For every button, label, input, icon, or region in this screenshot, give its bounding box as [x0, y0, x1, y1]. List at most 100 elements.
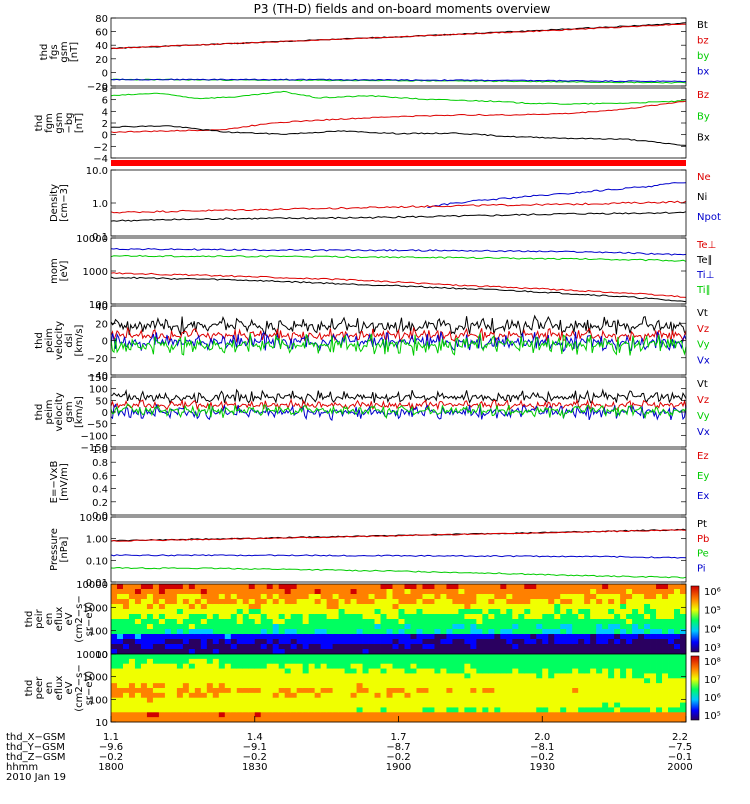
heatmap-cell — [254, 639, 262, 645]
y-tick-label: 10000 — [76, 650, 108, 661]
heatmap-cell — [326, 634, 334, 640]
heatmap-cell — [212, 707, 220, 713]
heatmap-cell — [308, 702, 316, 708]
heatmap-cell — [536, 639, 543, 645]
heatmap-cell — [338, 712, 345, 718]
heatmap-cell — [464, 584, 471, 590]
y-axis-label: −bg — [64, 112, 75, 133]
heatmap-cell — [212, 629, 220, 635]
heatmap-cell — [200, 712, 208, 718]
heatmap-cell — [482, 629, 489, 635]
heatmap-cell — [608, 594, 615, 600]
heatmap-cell — [500, 678, 507, 684]
x-tick-label: 1.7 — [391, 732, 407, 743]
heatmap-cell — [512, 663, 519, 669]
y-tick-label: 0 — [102, 131, 108, 142]
heatmap-cell — [326, 614, 334, 620]
heatmap-cell — [116, 609, 124, 615]
heatmap-cell — [422, 668, 429, 674]
heatmap-cell — [512, 609, 519, 615]
legend-entry: Vt — [697, 308, 708, 319]
heatmap-cell — [242, 649, 250, 655]
heatmap-cell — [476, 594, 483, 600]
heatmap-cell — [512, 629, 519, 635]
y-axis-label: peim — [44, 328, 55, 353]
heatmap-cell — [662, 584, 669, 590]
heatmap-cell — [434, 668, 441, 674]
heatmap-cell — [644, 673, 651, 679]
heatmap-cell — [404, 697, 411, 703]
heatmap-cell — [284, 609, 292, 615]
heatmap-cell — [320, 683, 328, 689]
heatmap-cell — [470, 619, 477, 625]
heatmap-cell — [111, 717, 118, 723]
heatmap-cell — [206, 644, 214, 650]
heatmap-cell — [524, 678, 531, 684]
heatmap-cell — [158, 663, 166, 669]
heatmap-cell — [626, 668, 633, 674]
heatmap-cell — [422, 629, 429, 635]
heatmap-cell — [398, 634, 405, 640]
heatmap-cell — [320, 629, 328, 635]
heatmap-cell — [314, 609, 322, 615]
heatmap-cell — [368, 683, 375, 689]
heatmap-cell — [614, 688, 621, 694]
series-Pb — [110, 529, 687, 542]
y-tick-label: 10000 — [76, 234, 108, 245]
heatmap-cell — [488, 614, 495, 620]
heatmap-cell — [374, 707, 381, 713]
heatmap-cell — [122, 688, 130, 694]
y-tick-label: 8 — [102, 84, 108, 95]
heatmap-cell — [452, 649, 459, 655]
heatmap-cell — [488, 604, 495, 610]
heatmap-cell — [398, 717, 405, 723]
heatmap-cell — [620, 707, 627, 713]
heatmap-cell — [458, 692, 465, 699]
heatmap-cell — [518, 663, 525, 669]
heatmap-cell — [554, 604, 561, 610]
heatmap-cell — [668, 654, 675, 660]
heatmap-cell — [302, 639, 310, 645]
legend-entry: Bt — [697, 20, 708, 31]
heatmap-cell — [680, 604, 687, 610]
heatmap-cell — [374, 629, 381, 635]
heatmap-cell — [608, 658, 615, 665]
heatmap-cell — [278, 599, 286, 605]
heatmap-cell — [482, 589, 489, 595]
heatmap-cell — [446, 634, 453, 640]
heatmap-cell — [146, 658, 154, 665]
heatmap-cell — [386, 634, 393, 640]
heatmap-cell — [260, 644, 268, 650]
heatmap-cell — [590, 702, 597, 708]
heatmap-cell — [146, 639, 154, 645]
heatmap-cell — [446, 649, 453, 655]
heatmap-cell — [350, 688, 357, 694]
heatmap-cell — [392, 702, 399, 708]
heatmap-cell — [500, 604, 507, 610]
heatmap-cell — [602, 629, 609, 635]
heatmap-cell — [554, 614, 561, 620]
x-tick-label: −8.1 — [530, 742, 554, 753]
heatmap-cell — [656, 634, 663, 640]
heatmap-cell — [218, 649, 226, 655]
heatmap-cell — [278, 707, 286, 713]
heatmap-cell — [314, 663, 322, 669]
heatmap-cell — [536, 599, 543, 605]
heatmap-cell — [620, 673, 627, 679]
heatmap-cell — [656, 717, 663, 723]
heatmap-cell — [578, 654, 585, 660]
heatmap-cell — [176, 707, 184, 713]
y-tick-label: 100 — [89, 695, 108, 706]
series-Ti⊥ — [110, 247, 687, 256]
heatmap-cell — [212, 688, 220, 694]
heatmap-cell — [116, 654, 124, 660]
heatmap-cell — [356, 658, 363, 665]
heatmap-cell — [560, 584, 567, 590]
heatmap-cell — [440, 634, 447, 640]
heatmap-cell — [218, 668, 226, 674]
series-Vx — [110, 403, 687, 422]
heatmap-cell — [668, 619, 675, 625]
heatmap-cell — [272, 702, 280, 708]
x-tick-label: 2000 — [667, 762, 692, 773]
heatmap-cell — [638, 594, 645, 600]
